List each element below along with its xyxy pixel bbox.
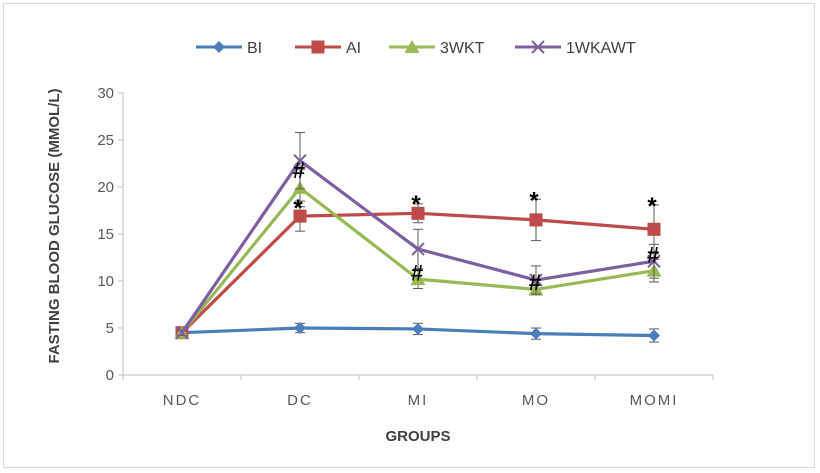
chart-frame: BI AI 3WKT 1WKAWT 0 5 10 15 20 25 30 NDC DC MI MO MOM… [3,3,815,468]
y-tick-label: 20 [97,179,114,196]
data-point-1wkawt [647,254,661,268]
y-tick-label: 25 [97,132,114,149]
data-point-1wkawt [293,153,307,168]
x-tick-label: MOMI [630,392,679,409]
significance-hash: # [647,243,659,268]
legend-label: AI [346,40,361,57]
significance-star: * [293,195,303,222]
data-point-bi [648,329,660,342]
legend-label: 1WKAWT [566,40,636,57]
data-point-1wkawt [411,242,425,256]
x-axis-title: GROUPS [385,428,450,445]
data-point-3wkt [410,272,426,286]
y-tick-label: 0 [106,367,114,384]
data-point-bi [412,322,424,335]
significance-star: * [647,193,657,220]
legend-item-bi: BI [196,40,262,57]
legend-marker [404,40,420,53]
y-tick-label: 10 [97,273,114,290]
legend-item-1wkawt: 1WKAWT [515,40,636,57]
significance-hash: # [529,270,541,295]
y-tick-label: 5 [106,320,114,337]
legend-marker [213,41,225,53]
legend-marker [311,40,325,54]
x-tick-label: NDC [163,392,202,409]
data-point-ai [411,206,425,220]
x-tick-label: DC [287,392,313,409]
data-point-ai [647,222,661,236]
legend: BI AI 3WKT 1WKAWT [196,40,636,57]
data-point-bi [530,327,542,340]
x-tick-label: MO [522,392,550,409]
series-1wkawt [175,131,661,340]
y-axis: 0 5 10 15 20 25 30 [97,85,124,384]
legend-label: BI [247,40,262,57]
line-chart: BI AI 3WKT 1WKAWT 0 5 10 15 20 25 30 NDC DC MI MO MOM… [46,40,714,445]
series-layer [174,131,662,343]
annotation-layer: * # * # * # * # [293,158,659,295]
data-point-ai [529,213,543,227]
data-point-bi [294,322,306,334]
series-bi [176,322,660,343]
data-point-1wkawt [529,273,543,287]
y-axis-title: FASTING BLOOD GLUCOSE (MMOL/L) [46,89,63,364]
significance-hash: # [293,158,305,183]
data-point-1wkawt [175,325,189,340]
significance-star: * [529,187,539,214]
y-tick-label: 30 [97,85,114,102]
legend-item-ai: AI [295,40,361,57]
significance-hash: # [411,261,423,286]
legend-marker [531,40,545,54]
data-point-ai [293,209,307,223]
x-axis: NDC DC MI MO MOMI [122,374,714,409]
x-tick-label: MI [408,392,429,409]
y-tick-label: 15 [97,226,114,243]
legend-item-3wkt: 3WKT [389,40,485,57]
legend-label: 3WKT [440,40,485,57]
significance-star: * [411,191,421,218]
series-ai [175,198,661,340]
